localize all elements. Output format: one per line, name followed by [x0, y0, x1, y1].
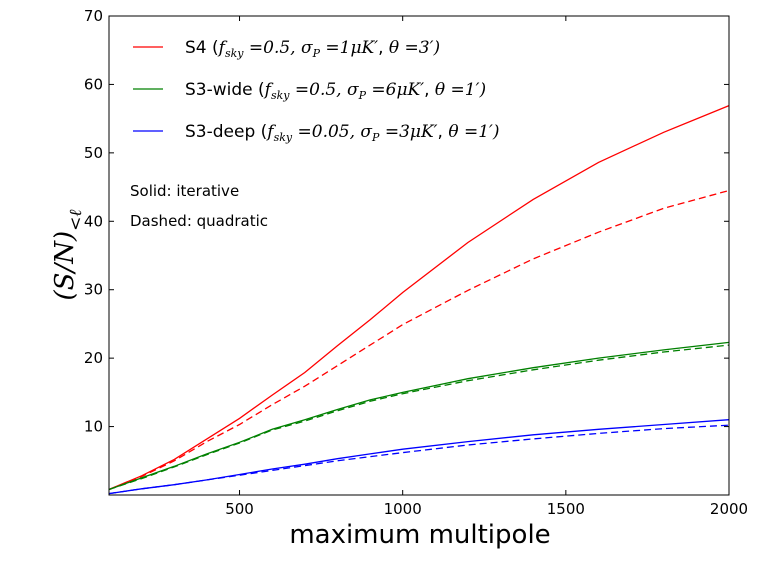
series-line-2-solid: [108, 341, 730, 491]
y-tick-label: 60: [84, 75, 103, 93]
plot-frame: [108, 15, 730, 496]
x-tick-label: 1000: [384, 500, 422, 518]
series-line-1-dashed: [108, 189, 730, 491]
x-tick-label: 2000: [710, 500, 748, 518]
series-line-5-dashed: [108, 424, 730, 495]
y-tick-label: 10: [84, 418, 103, 436]
series-line-4-solid: [108, 419, 730, 495]
y-tick-label: 40: [84, 212, 103, 230]
x-axis-label: maximum multipole: [289, 520, 550, 550]
y-tick-label: 50: [84, 144, 103, 162]
series-line-3-dashed: [108, 344, 730, 491]
legend-label: S3-deep (fsky =0.05, σP =3μK′, θ =1′): [185, 122, 500, 144]
y-tick-label: 30: [84, 281, 103, 299]
series-line-0-solid: [108, 104, 730, 491]
y-tick-label: 70: [84, 7, 103, 25]
annotation-dashed: Dashed: quadratic: [130, 212, 268, 230]
y-axis-label: (S/N)<ℓ: [50, 210, 86, 301]
legend-label: S4 (fsky =0.5, σP =1μK′, θ =3′): [185, 38, 440, 60]
legend: S4 (fsky =0.5, σP =1μK′, θ =3′) S3-wide (…: [133, 38, 500, 144]
y-tick-label: 20: [84, 349, 103, 367]
svg-text:(S/N)<ℓ: (S/N)<ℓ: [50, 210, 86, 301]
legend-label: S3-wide (fsky =0.5, σP =6μK′, θ =1′): [185, 80, 486, 102]
ticks-layer: 500 1000 1500 2000 10 20 30 40 50 60 70: [84, 7, 748, 518]
x-tick-label: 1500: [547, 500, 585, 518]
x-tick-label: 500: [225, 500, 254, 518]
series-layer: [108, 104, 730, 495]
annotation-solid: Solid: iterative: [130, 182, 239, 200]
